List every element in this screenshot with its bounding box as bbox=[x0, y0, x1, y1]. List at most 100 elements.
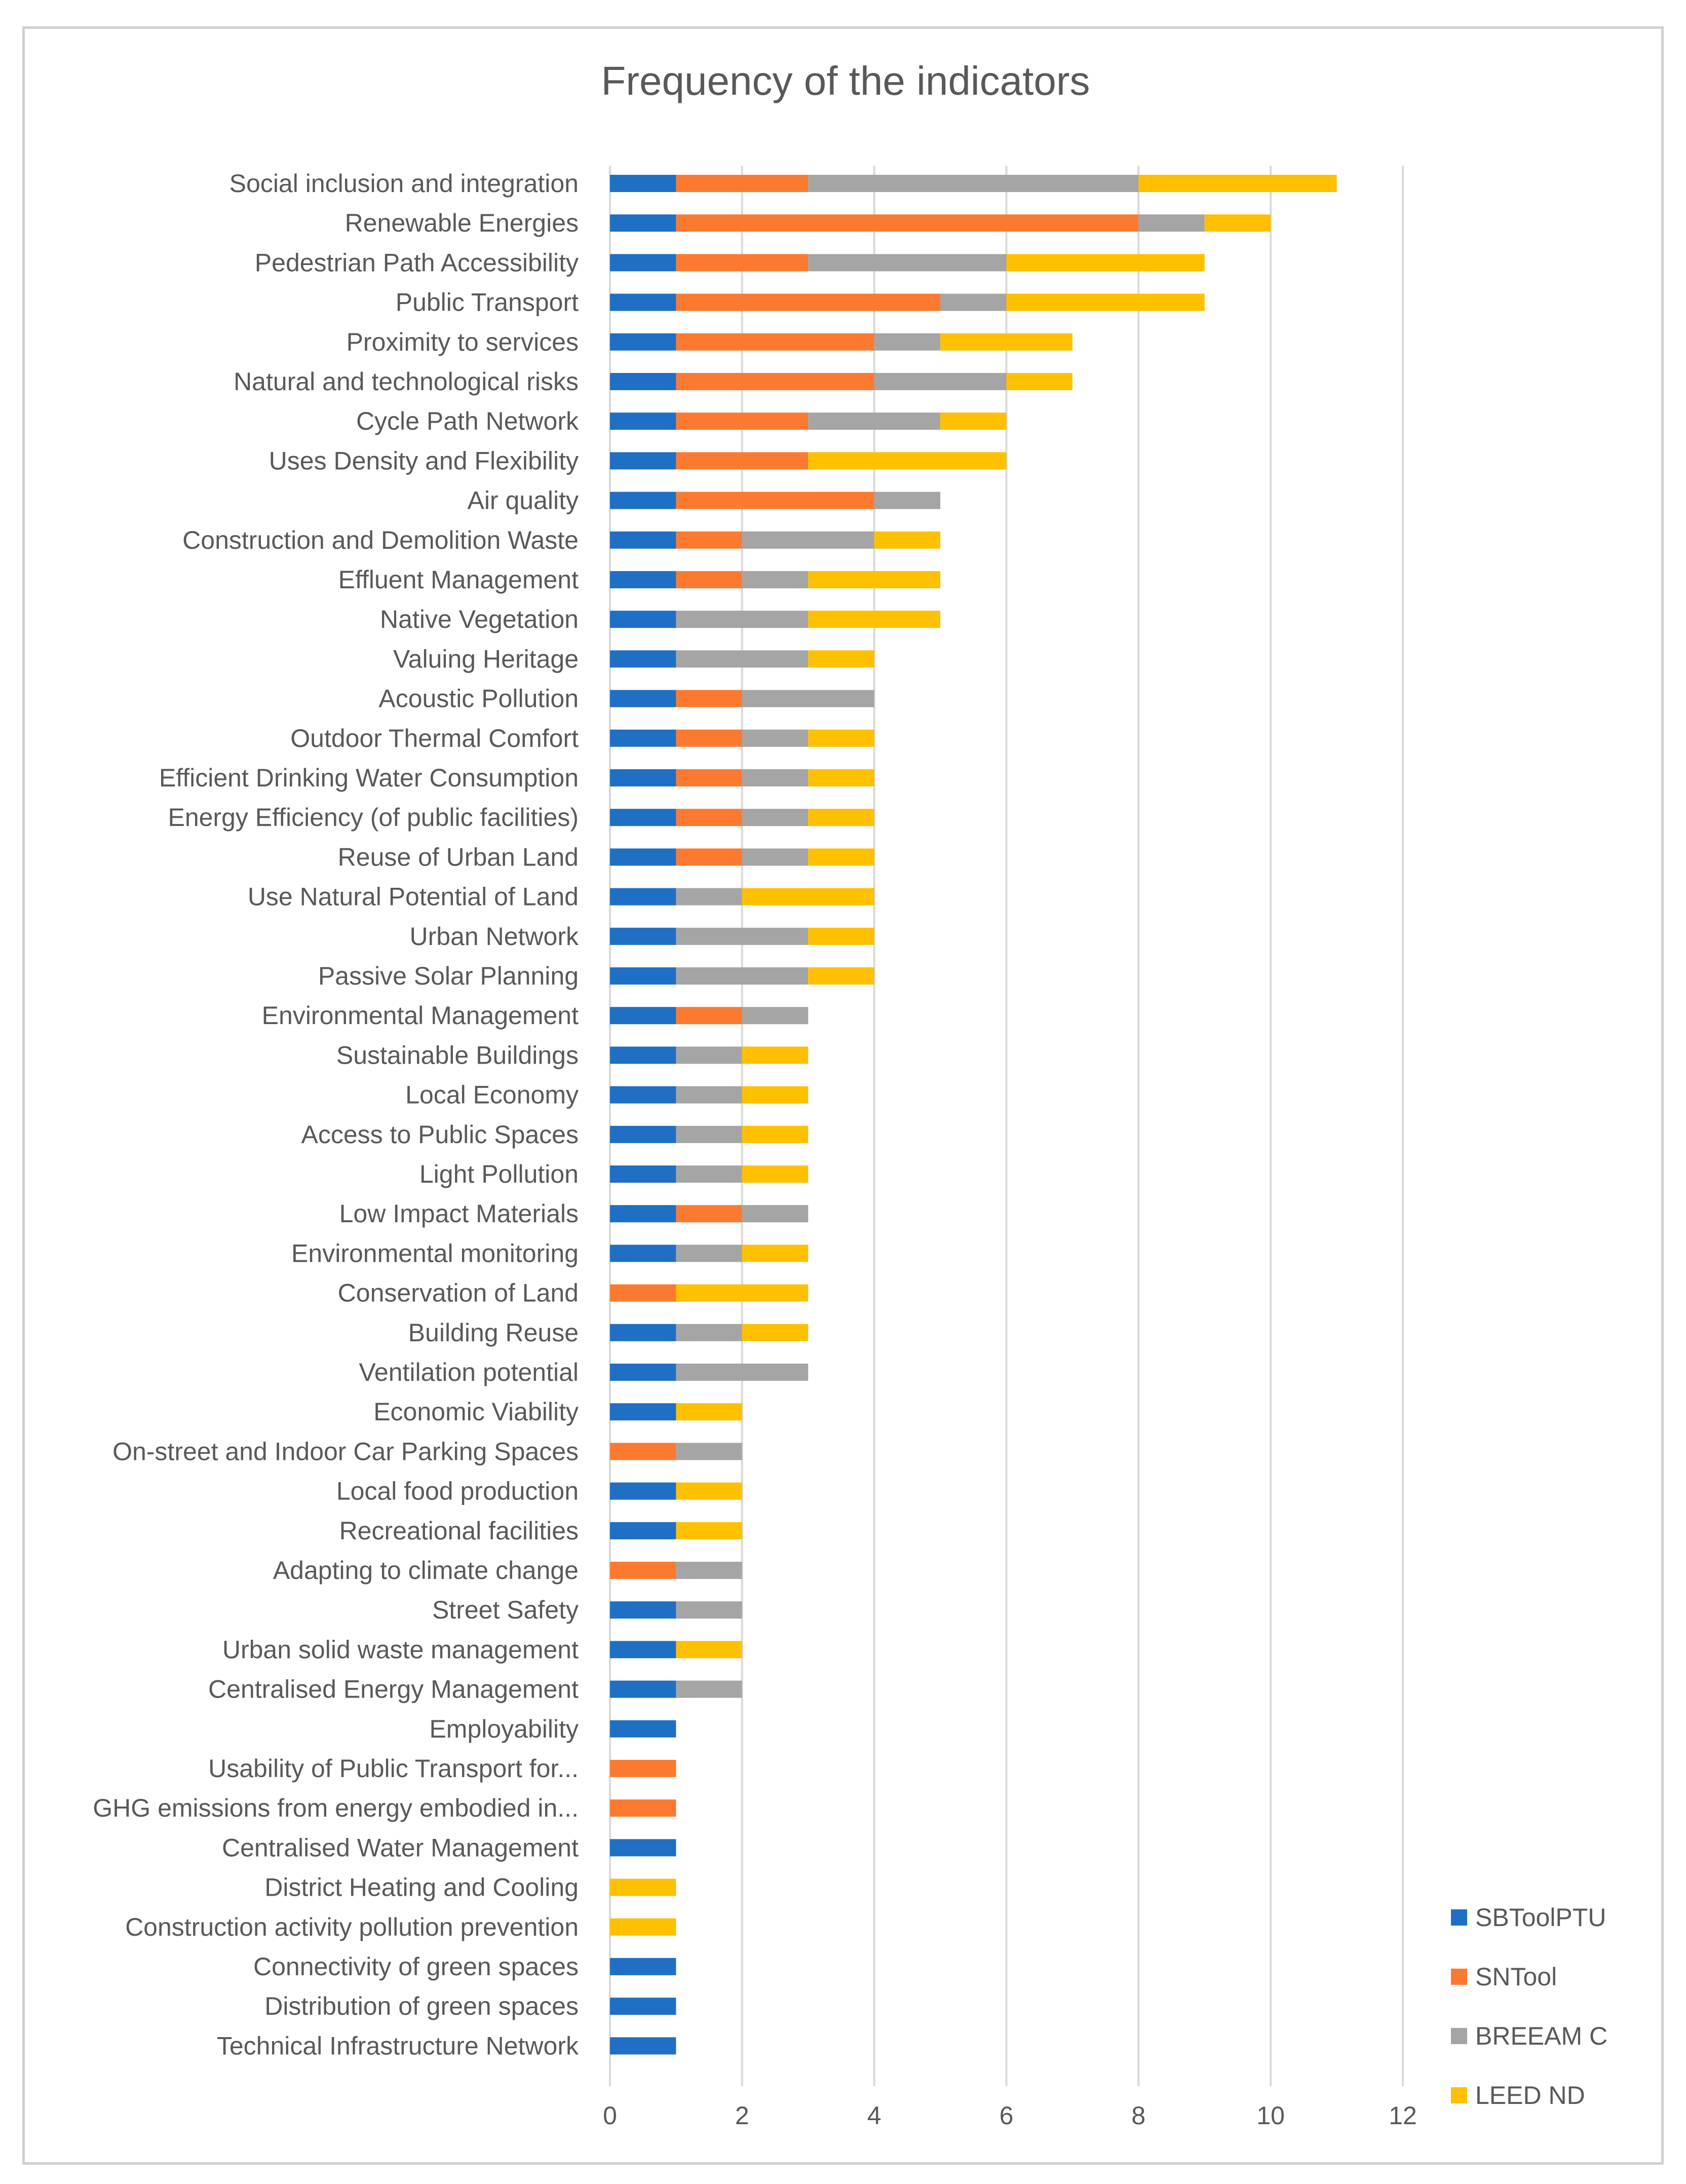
bar-segment-breeam-c bbox=[808, 175, 1139, 192]
bar-segment-breeam-c bbox=[940, 293, 1007, 311]
legend: SBToolPTU SNTool BREEAM C LEED ND bbox=[1451, 1903, 1607, 2110]
bar-segment-breeam-c bbox=[742, 531, 874, 549]
bar-segment-breeam-c bbox=[874, 492, 941, 509]
bar-segment-sbtoolptu bbox=[610, 1958, 676, 1975]
category-label: Low Impact Materials bbox=[339, 1199, 579, 1228]
category-label: Cycle Path Network bbox=[356, 407, 579, 435]
bar-segment-sbtoolptu bbox=[610, 1007, 676, 1025]
category-label: Centralised Water Management bbox=[222, 1833, 579, 1862]
category-label: Recreational facilities bbox=[339, 1517, 579, 1545]
category-label: Street Safety bbox=[432, 1596, 579, 1624]
bar-segment-leed-nd bbox=[1006, 373, 1072, 390]
category-label: On-street and Indoor Car Parking Spaces bbox=[112, 1437, 579, 1465]
category-label: Local food production bbox=[336, 1477, 579, 1505]
bar-segment-sbtoolptu bbox=[610, 650, 676, 668]
bar-segment-sbtoolptu bbox=[610, 1086, 676, 1104]
bar-segment-sbtoolptu bbox=[610, 531, 676, 549]
x-tick-label: 4 bbox=[867, 2101, 882, 2130]
bar-segment-sbtoolptu bbox=[610, 888, 676, 906]
category-label: Pedestrian Path Accessibility bbox=[255, 248, 579, 277]
bar-segment-sbtoolptu bbox=[610, 848, 676, 866]
legend-label: BREEAM C bbox=[1475, 2022, 1607, 2050]
x-tick-label: 6 bbox=[1000, 2101, 1014, 2130]
bar-segment-sbtoolptu bbox=[610, 1601, 676, 1619]
bar-segment-sntool bbox=[676, 333, 874, 351]
bar-segment-leed-nd bbox=[1138, 175, 1337, 192]
category-label: Social inclusion and integration bbox=[229, 169, 579, 198]
bar-segment-leed-nd bbox=[676, 1482, 742, 1500]
bar-segment-sbtoolptu bbox=[610, 254, 676, 272]
bar-segment-breeam-c bbox=[676, 1562, 742, 1579]
bar-segment-sntool bbox=[610, 1562, 676, 1579]
bar-segment-sbtoolptu bbox=[610, 729, 676, 747]
bar-segment-sbtoolptu bbox=[610, 1046, 676, 1064]
bar-segment-leed-nd bbox=[742, 1245, 809, 1262]
category-label: Local Economy bbox=[405, 1081, 579, 1109]
chart-canvas: Frequency of the indicators Social inclu… bbox=[93, 58, 1607, 2130]
bar-segment-sbtoolptu bbox=[610, 1245, 676, 1262]
bar-segment-breeam-c bbox=[874, 373, 1007, 390]
bar-segment-leed-nd bbox=[808, 848, 874, 866]
x-tick-label: 10 bbox=[1256, 2101, 1285, 2130]
legend-label: LEED ND bbox=[1475, 2081, 1585, 2110]
bar-segment-sntool bbox=[676, 1205, 742, 1223]
bar-segment-breeam-c bbox=[1138, 214, 1205, 232]
legend-swatch bbox=[1451, 1909, 1467, 1926]
bar-segment-breeam-c bbox=[742, 848, 809, 866]
bar-segment-sbtoolptu bbox=[610, 412, 676, 430]
gridlines bbox=[609, 166, 1404, 2086]
category-label: Energy Efficiency (of public facilities) bbox=[168, 803, 579, 832]
legend-swatch bbox=[1451, 1969, 1467, 1985]
bar-segment-sbtoolptu bbox=[610, 1680, 676, 1698]
bar-segment-sntool bbox=[676, 729, 742, 747]
bar-segment-sntool bbox=[676, 531, 742, 549]
bar-segment-sbtoolptu bbox=[610, 1403, 676, 1421]
bar-segment-leed-nd bbox=[1006, 293, 1205, 311]
bar-segment-breeam-c bbox=[676, 1086, 742, 1104]
bar-segment-breeam-c bbox=[742, 690, 874, 707]
bar-segment-sntool bbox=[676, 175, 809, 192]
bar-segment-breeam-c bbox=[742, 571, 809, 588]
bar-segment-sbtoolptu bbox=[610, 1522, 676, 1539]
bar-segment-leed-nd bbox=[940, 333, 1072, 351]
bar-segment-sbtoolptu bbox=[610, 2037, 676, 2055]
category-label: Ventilation potential bbox=[359, 1358, 579, 1386]
legend-label: SBToolPTU bbox=[1475, 1903, 1606, 1932]
bar-segment-sntool bbox=[676, 769, 742, 786]
x-axis-tick-labels: 0 2 4 6 8 10 12 bbox=[603, 2101, 1417, 2130]
bar-segment-leed-nd bbox=[742, 1086, 809, 1104]
x-tick-label: 8 bbox=[1131, 2101, 1145, 2130]
bar-segment-sbtoolptu bbox=[610, 214, 676, 232]
bar-segment-breeam-c bbox=[676, 1245, 742, 1262]
category-label: Acoustic Pollution bbox=[378, 685, 579, 713]
bar-segment-sbtoolptu bbox=[610, 492, 676, 509]
bar-segment-leed-nd bbox=[808, 729, 874, 747]
bar-segment-sbtoolptu bbox=[610, 452, 676, 470]
category-label: Urban solid waste management bbox=[222, 1635, 579, 1664]
bar-segment-leed-nd bbox=[742, 1324, 809, 1341]
bar-segment-sbtoolptu bbox=[610, 967, 676, 985]
category-label: Connectivity of green spaces bbox=[253, 1952, 579, 1981]
bar-segment-breeam-c bbox=[676, 927, 809, 945]
category-label: Reuse of Urban Land bbox=[338, 843, 579, 871]
category-label: Light Pollution bbox=[419, 1160, 579, 1188]
bar-segment-breeam-c bbox=[808, 254, 1007, 272]
bar-segment-sbtoolptu bbox=[610, 1165, 676, 1183]
category-label: Proximity to services bbox=[347, 328, 579, 356]
bar-segment-leed-nd bbox=[808, 452, 1007, 470]
bar-segment-sntool bbox=[676, 1007, 742, 1025]
category-label: Outdoor Thermal Comfort bbox=[290, 724, 579, 752]
category-label: Use Natural Potential of Land bbox=[248, 883, 579, 911]
bar-segment-breeam-c bbox=[742, 769, 809, 786]
bar-segment-breeam-c bbox=[676, 1165, 742, 1183]
chart-title: Frequency of the indicators bbox=[601, 58, 1090, 103]
bar-segment-breeam-c bbox=[742, 1007, 809, 1025]
bar-segment-sbtoolptu bbox=[610, 769, 676, 786]
bar-segment-breeam-c bbox=[676, 888, 742, 906]
bar-segment-leed-nd bbox=[676, 1403, 742, 1421]
bar-segment-leed-nd bbox=[808, 571, 941, 588]
bar-segment-leed-nd bbox=[610, 1878, 676, 1896]
category-label: Valuing Heritage bbox=[393, 645, 579, 673]
bar-segment-breeam-c bbox=[742, 729, 809, 747]
bar-segment-leed-nd bbox=[874, 531, 941, 549]
